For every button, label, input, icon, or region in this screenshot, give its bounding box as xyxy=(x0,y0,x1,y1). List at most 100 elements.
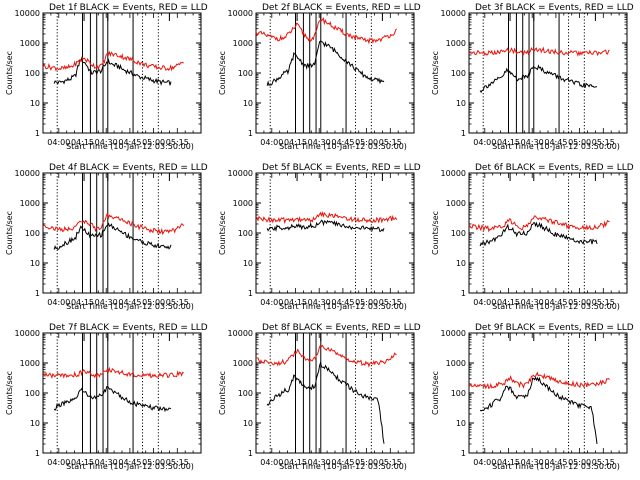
y-tick-label: 1 xyxy=(248,129,253,138)
x-tick-label: 04:45 xyxy=(118,458,141,467)
detector-panel: Det 7f BLACK = Events, RED = LLD Counts/s… xyxy=(0,320,213,480)
y-axis-label: Counts/sec xyxy=(431,51,440,95)
y-tick-label: 10 xyxy=(456,99,466,108)
x-tick-label: 05:00 xyxy=(568,458,591,467)
y-tick-label: 10000 xyxy=(441,329,466,338)
events-series-line xyxy=(53,56,172,86)
flag-marker xyxy=(381,332,388,341)
x-tick-label: 04:15 xyxy=(497,298,520,307)
x-tick-label: 04:30 xyxy=(95,138,118,147)
flag-marker xyxy=(533,12,539,21)
flag-marker xyxy=(509,12,516,21)
detector-chart: Det 8f BLACK = Events, RED = LLD Counts/s… xyxy=(218,323,421,471)
x-tick-label: 05:15 xyxy=(166,138,189,147)
y-tick-label: 10000 xyxy=(228,169,253,178)
x-tick-label: 04:15 xyxy=(284,298,307,307)
y-tick-label: 1 xyxy=(461,289,466,298)
plot-frame xyxy=(42,12,202,134)
x-tick-label: 04:30 xyxy=(308,138,331,147)
y-axis-label: Counts/sec xyxy=(218,211,227,255)
x-tick-label: 04:00 xyxy=(473,298,496,307)
x-tick-label: 04:30 xyxy=(521,138,544,147)
y-tick-label: 1 xyxy=(248,449,253,458)
x-tick-label: 04:15 xyxy=(284,138,307,147)
x-tick-label: 05:15 xyxy=(166,458,189,467)
detector-panel: Det 3f BLACK = Events, RED = LLD Counts/s… xyxy=(426,0,639,160)
x-tick-label: 04:45 xyxy=(331,138,354,147)
y-tick-label: 10 xyxy=(243,419,253,428)
flag-marker xyxy=(83,172,90,181)
lld-series-line xyxy=(255,344,397,368)
events-series-line xyxy=(479,64,598,94)
plot-frame xyxy=(255,12,415,134)
y-tick-label: 100 xyxy=(238,389,253,398)
x-tick-label: 04:30 xyxy=(308,458,331,467)
x-axis-label: Start Time (10-Jan-12 03:50:00) xyxy=(279,462,407,471)
events-series-line xyxy=(53,222,172,251)
x-tick-label: 05:15 xyxy=(379,138,402,147)
x-tick-label: 05:00 xyxy=(355,458,378,467)
y-tick-label: 10000 xyxy=(441,9,466,18)
chart-title: Det 2f BLACK = Events, RED = LLD xyxy=(262,3,421,13)
y-tick-label: 10 xyxy=(30,419,40,428)
x-tick-label: 04:30 xyxy=(521,298,544,307)
events-series-line xyxy=(266,219,385,233)
x-tick-label: 04:45 xyxy=(118,298,141,307)
x-axis-label: Start Time (10-Jan-12 03:50:00) xyxy=(492,462,620,471)
x-tick-label: 05:15 xyxy=(379,298,402,307)
detector-chart: Det 4f BLACK = Events, RED = LLD Counts/s… xyxy=(5,163,208,311)
lld-series-line xyxy=(42,50,184,72)
x-tick-label: 05:00 xyxy=(142,298,165,307)
x-tick-label: 05:00 xyxy=(568,138,591,147)
x-axis-label: Start Time (10-Jan-12 03:50:00) xyxy=(279,302,407,311)
x-tick-label: 05:15 xyxy=(379,458,402,467)
x-axis-label: Start Time (10-Jan-12 03:50:00) xyxy=(66,302,194,311)
chart-title: Det 1f BLACK = Events, RED = LLD xyxy=(49,3,208,13)
y-tick-label: 1000 xyxy=(233,39,253,48)
y-tick-label: 10000 xyxy=(15,9,40,18)
y-tick-label: 1 xyxy=(35,289,40,298)
x-tick-label: 04:15 xyxy=(284,458,307,467)
x-tick-label: 04:15 xyxy=(497,138,520,147)
x-tick-label: 05:15 xyxy=(592,298,615,307)
detector-chart: Det 2f BLACK = Events, RED = LLD Counts/s… xyxy=(218,3,421,151)
x-tick-label: 05:15 xyxy=(592,458,615,467)
detector-panel: Det 5f BLACK = Events, RED = LLD Counts/s… xyxy=(213,160,426,320)
flag-marker xyxy=(594,172,601,181)
y-tick-label: 10000 xyxy=(15,329,40,338)
x-tick-label: 04:00 xyxy=(47,298,70,307)
y-tick-label: 10000 xyxy=(228,9,253,18)
detector-chart: Det 3f BLACK = Events, RED = LLD Counts/s… xyxy=(431,3,634,151)
flag-marker xyxy=(381,172,388,181)
x-tick-label: 04:00 xyxy=(260,298,283,307)
flag-marker xyxy=(107,332,113,341)
detector-panel: Det 8f BLACK = Events, RED = LLD Counts/s… xyxy=(213,320,426,480)
chart-title: Det 8f BLACK = Events, RED = LLD xyxy=(262,323,421,333)
x-axis-label: Start Time (10-Jan-12 03:50:00) xyxy=(492,142,620,151)
lld-series-line xyxy=(255,16,397,45)
y-tick-label: 10000 xyxy=(228,329,253,338)
events-series-line xyxy=(479,376,598,444)
x-axis-label: Start Time (10-Jan-12 03:50:00) xyxy=(66,462,194,471)
y-tick-label: 10000 xyxy=(15,169,40,178)
x-tick-label: 04:00 xyxy=(260,458,283,467)
x-tick-label: 05:00 xyxy=(355,298,378,307)
flag-marker xyxy=(296,332,303,341)
x-axis-label: Start Time (10-Jan-12 03:50:00) xyxy=(279,142,407,151)
lld-series-line xyxy=(42,212,185,236)
x-tick-label: 04:45 xyxy=(331,458,354,467)
flag-marker xyxy=(320,12,326,21)
detector-chart: Det 5f BLACK = Events, RED = LLD Counts/s… xyxy=(218,163,421,311)
flag-marker xyxy=(107,12,113,21)
x-tick-label: 05:15 xyxy=(592,138,615,147)
x-tick-label: 04:00 xyxy=(260,138,283,147)
x-tick-label: 04:15 xyxy=(71,298,94,307)
detector-panel: Det 9f BLACK = Events, RED = LLD Counts/s… xyxy=(426,320,639,480)
chart-title: Det 9f BLACK = Events, RED = LLD xyxy=(475,323,634,333)
y-tick-label: 100 xyxy=(25,389,40,398)
y-tick-label: 10000 xyxy=(441,169,466,178)
x-tick-label: 04:15 xyxy=(71,138,94,147)
x-tick-label: 05:00 xyxy=(142,138,165,147)
plot-frame xyxy=(42,332,202,454)
x-tick-label: 04:00 xyxy=(47,138,70,147)
